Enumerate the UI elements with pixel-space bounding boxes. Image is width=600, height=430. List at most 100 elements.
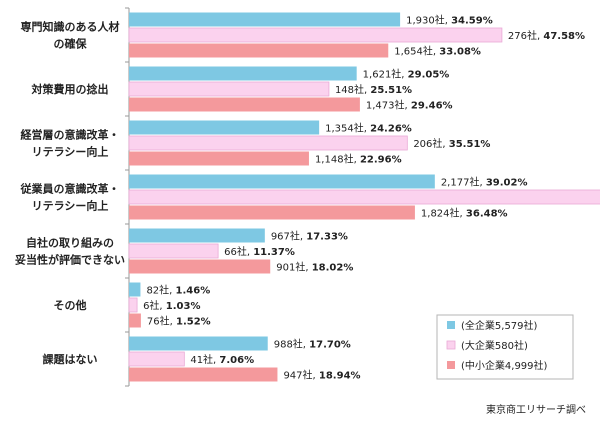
category-label-line: 経営層の意識改革・: [21, 128, 120, 142]
data-label-percent: 34.59%: [451, 16, 493, 27]
category-label: 課題はない: [43, 352, 98, 366]
category-label-line: 専門知識のある人材: [21, 20, 120, 34]
bar: [129, 151, 309, 166]
data-label-count: 2,177社,: [441, 176, 486, 189]
data-label-count: 1,473社,: [366, 99, 411, 112]
data-label-count: 947社,: [283, 369, 318, 382]
data-label: 947社, 18.94%: [283, 369, 360, 382]
legend-box: [436, 314, 574, 380]
bar: [128, 297, 138, 313]
bar: [129, 336, 268, 351]
data-label: 41社, 7.06%: [190, 353, 254, 366]
data-label-count: 901社,: [276, 261, 311, 274]
data-label-count: 82社,: [146, 284, 175, 297]
data-label-percent: 29.05%: [408, 70, 450, 81]
bar: [129, 43, 389, 58]
category-label-line: 従業員の意識改革・: [20, 182, 120, 196]
data-label-count: 967社,: [271, 230, 306, 243]
data-label-count: 988社,: [274, 338, 309, 351]
bar: [129, 205, 415, 220]
data-label: 1,654社, 33.08%: [394, 45, 481, 58]
data-label: 901社, 18.02%: [276, 261, 353, 274]
legend-swatch: [447, 361, 455, 369]
data-label-percent: 36.48%: [466, 209, 508, 220]
legend-swatch: [447, 321, 455, 329]
bar: [129, 97, 360, 112]
data-label-percent: 18.02%: [312, 263, 354, 274]
data-label-percent: 25.51%: [370, 85, 412, 96]
bar: [129, 313, 141, 328]
bar: [129, 66, 357, 81]
data-label-percent: 7.06%: [219, 355, 254, 366]
data-label: 1,930社, 34.59%: [406, 14, 493, 27]
data-label: 82社, 1.46%: [146, 284, 210, 297]
data-label-percent: 33.08%: [439, 47, 481, 58]
category-label-line: 自社の取り組みの: [26, 236, 114, 250]
data-label: 967社, 17.33%: [271, 230, 348, 243]
data-label: 1,824社, 36.48%: [421, 207, 508, 220]
bar: [128, 189, 600, 205]
bar: [129, 228, 265, 243]
data-label-count: 41社,: [190, 353, 219, 366]
category-label-line: 課題はない: [43, 352, 98, 366]
bar: [128, 135, 408, 151]
data-label: 276社, 47.58%: [508, 29, 585, 42]
category-label: 自社の取り組みの妥当性が評価できない: [15, 236, 125, 267]
category-labels: 専門知識のある人材の確保対策費用の捻出経営層の意識改革・リテラシー向上従業員の意…: [15, 20, 125, 367]
data-label-percent: 29.46%: [411, 101, 453, 112]
data-label-count: 6社,: [143, 299, 166, 312]
data-label-percent: 35.51%: [449, 139, 491, 150]
category-label-line: その他: [54, 298, 87, 312]
data-label-count: 1,930社,: [406, 14, 451, 27]
bars: 1,930社, 34.59% 276社, 47.58% 1,654社, 33.08%…: [128, 12, 600, 382]
bar: [129, 120, 320, 135]
legend-label: (大企業580社): [461, 339, 528, 352]
data-label-percent: 1.46%: [176, 286, 211, 297]
data-label: 206社, 35.51%: [413, 137, 490, 150]
bar: [128, 27, 503, 43]
data-label-count: 1,824社,: [421, 207, 466, 220]
data-label-percent: 1.52%: [176, 317, 211, 328]
data-label-count: 206社,: [413, 137, 448, 150]
data-label-percent: 1.03%: [166, 301, 201, 312]
category-label: その他: [54, 298, 87, 312]
bar: [129, 174, 435, 189]
data-label: 2,177社, 39.02%: [441, 176, 528, 189]
plot-frame: [125, 7, 130, 387]
category-label: 従業員の意識改革・リテラシー向上: [20, 182, 120, 213]
data-label: 66社, 11.37%: [224, 245, 295, 258]
category-label-line: リテラシー向上: [32, 145, 109, 159]
legend-label: (全企業5,579社): [461, 319, 538, 332]
category-label: 対策費用の捻出: [31, 82, 109, 96]
bar: [128, 351, 185, 367]
data-label-count: 276社,: [508, 29, 543, 42]
legend-swatch: [446, 340, 456, 350]
category-label: 専門知識のある人材の確保: [21, 20, 120, 51]
category-label-line: 対策費用の捻出: [31, 82, 109, 96]
data-label-percent: 17.70%: [309, 340, 351, 351]
data-label: 148社, 25.51%: [335, 83, 412, 96]
data-label: 76社, 1.52%: [147, 315, 211, 328]
category-label-line: 妥当性が評価できない: [15, 253, 125, 267]
bar: [128, 243, 219, 259]
data-label-count: 1,148社,: [315, 153, 360, 166]
data-label-count: 1,654社,: [394, 45, 439, 58]
bar: [129, 12, 401, 27]
data-label-percent: 47.58%: [543, 31, 585, 42]
bar: [128, 81, 330, 97]
data-label-percent: 18.94%: [319, 371, 361, 382]
data-label-count: 66社,: [224, 245, 253, 258]
data-label-count: 148社,: [335, 83, 370, 96]
bar: [129, 282, 141, 297]
data-label: 1,354社, 24.26%: [325, 122, 412, 135]
bar: [129, 259, 271, 274]
data-label: 1,148社, 22.96%: [315, 153, 402, 166]
data-label-percent: 24.26%: [370, 124, 412, 135]
category-label-line: の確保: [54, 37, 88, 51]
source-note: 東京商工リサーチ調べ: [486, 405, 586, 416]
data-label-count: 76社,: [147, 315, 176, 328]
data-label: 6社, 1.03%: [143, 299, 200, 312]
data-label-count: 1,354社,: [325, 122, 370, 135]
category-label-line: リテラシー向上: [32, 199, 109, 213]
